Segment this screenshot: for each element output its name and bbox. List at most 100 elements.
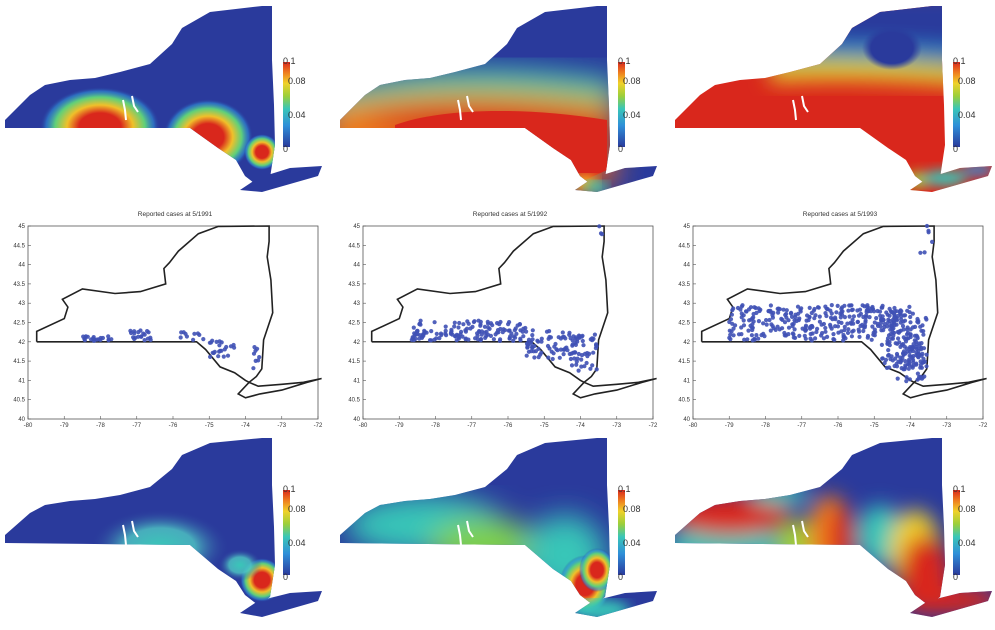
x-tick-label: -75 xyxy=(540,423,549,429)
colorbar-tick-0: 0 xyxy=(283,144,288,154)
case-point xyxy=(729,329,734,334)
case-point xyxy=(228,344,234,349)
case-point xyxy=(870,324,875,329)
x-tick-label: -79 xyxy=(60,423,69,429)
case-point xyxy=(449,329,454,334)
case-point xyxy=(563,336,568,341)
case-point xyxy=(463,337,468,342)
case-point xyxy=(749,333,754,338)
case-point xyxy=(783,333,789,338)
x-tick-label: -73 xyxy=(612,423,621,429)
y-tick-label: 44.5 xyxy=(348,243,360,249)
colorbar-tick-0: 0 xyxy=(953,572,958,582)
x-tick-label: -75 xyxy=(205,423,214,429)
colorbar-tick-0: 0 xyxy=(953,144,958,154)
case-point xyxy=(764,318,769,323)
case-point xyxy=(539,350,544,355)
case-point xyxy=(730,308,735,313)
case-point xyxy=(842,328,847,333)
case-point xyxy=(838,315,843,320)
case-point xyxy=(427,338,433,343)
colorbar xyxy=(283,62,290,147)
y-tick-label: 42 xyxy=(353,340,360,346)
case-point xyxy=(858,323,863,329)
case-point xyxy=(222,347,227,352)
y-tick-label: 44 xyxy=(683,263,690,269)
case-point xyxy=(890,323,895,328)
case-point xyxy=(730,321,735,326)
case-point xyxy=(919,353,924,358)
case-point xyxy=(823,325,828,331)
case-point xyxy=(910,311,915,316)
case-point xyxy=(557,355,562,360)
case-point xyxy=(731,333,736,338)
colorbar xyxy=(953,490,960,575)
case-point xyxy=(597,224,602,229)
case-point xyxy=(743,309,749,314)
case-point xyxy=(569,363,575,368)
case-point xyxy=(901,349,907,354)
case-point xyxy=(432,320,437,325)
case-point xyxy=(907,346,912,351)
scatter-panel-3: Reported cases at 5/1993 -80 -79 -78 -77 -76… xyxy=(665,210,995,435)
case-point xyxy=(907,362,912,368)
case-point xyxy=(919,347,924,352)
case-point xyxy=(908,314,913,320)
y-tick-label: 40.5 xyxy=(678,398,690,404)
case-point xyxy=(835,303,840,308)
case-point xyxy=(507,336,512,341)
case-point xyxy=(434,336,439,341)
case-point xyxy=(482,324,487,329)
case-point xyxy=(849,321,854,326)
case-point xyxy=(802,327,808,332)
case-point xyxy=(417,336,422,341)
case-point xyxy=(845,330,851,335)
x-tick-label: -75 xyxy=(870,423,879,429)
case-point xyxy=(886,353,891,358)
case-point xyxy=(486,325,491,330)
case-point xyxy=(900,323,906,329)
case-point xyxy=(885,341,890,346)
case-point xyxy=(797,333,802,338)
case-point xyxy=(808,325,813,330)
x-tick-label: -78 xyxy=(96,423,105,429)
case-point xyxy=(461,322,466,327)
case-point xyxy=(842,315,847,320)
case-point xyxy=(886,348,891,353)
case-point xyxy=(411,325,416,330)
case-point xyxy=(880,314,885,319)
colorbar-tick-max: 0.1 xyxy=(283,56,296,66)
colorbar xyxy=(953,62,960,147)
case-point xyxy=(752,305,757,310)
y-tick-label: 43 xyxy=(683,301,690,307)
case-point xyxy=(756,319,761,324)
case-point xyxy=(454,338,459,343)
case-point xyxy=(142,338,147,343)
case-point xyxy=(855,308,860,313)
case-point xyxy=(582,364,587,369)
case-point xyxy=(839,306,844,311)
case-point xyxy=(551,351,556,356)
case-point xyxy=(807,305,812,310)
scatter-panel-1: Reported cases at 5/1991 -80 -79 -78 -77 -76… xyxy=(0,210,330,435)
y-tick-label: 40.5 xyxy=(13,398,25,404)
case-point xyxy=(409,337,414,342)
case-point xyxy=(98,335,103,341)
case-point xyxy=(921,332,926,337)
x-tick-label: -76 xyxy=(169,423,178,429)
case-point xyxy=(581,343,586,348)
case-point xyxy=(191,337,196,342)
case-point xyxy=(184,334,189,339)
case-point xyxy=(907,377,912,382)
case-point xyxy=(888,309,894,314)
case-point xyxy=(899,342,904,348)
y-tick-label: 44.5 xyxy=(678,243,690,249)
case-point xyxy=(415,329,420,334)
case-point xyxy=(842,303,847,308)
case-point xyxy=(860,303,865,308)
case-point xyxy=(896,336,901,341)
case-point xyxy=(889,354,894,359)
case-point xyxy=(906,336,911,341)
case-point xyxy=(560,330,565,335)
case-point xyxy=(471,319,476,325)
